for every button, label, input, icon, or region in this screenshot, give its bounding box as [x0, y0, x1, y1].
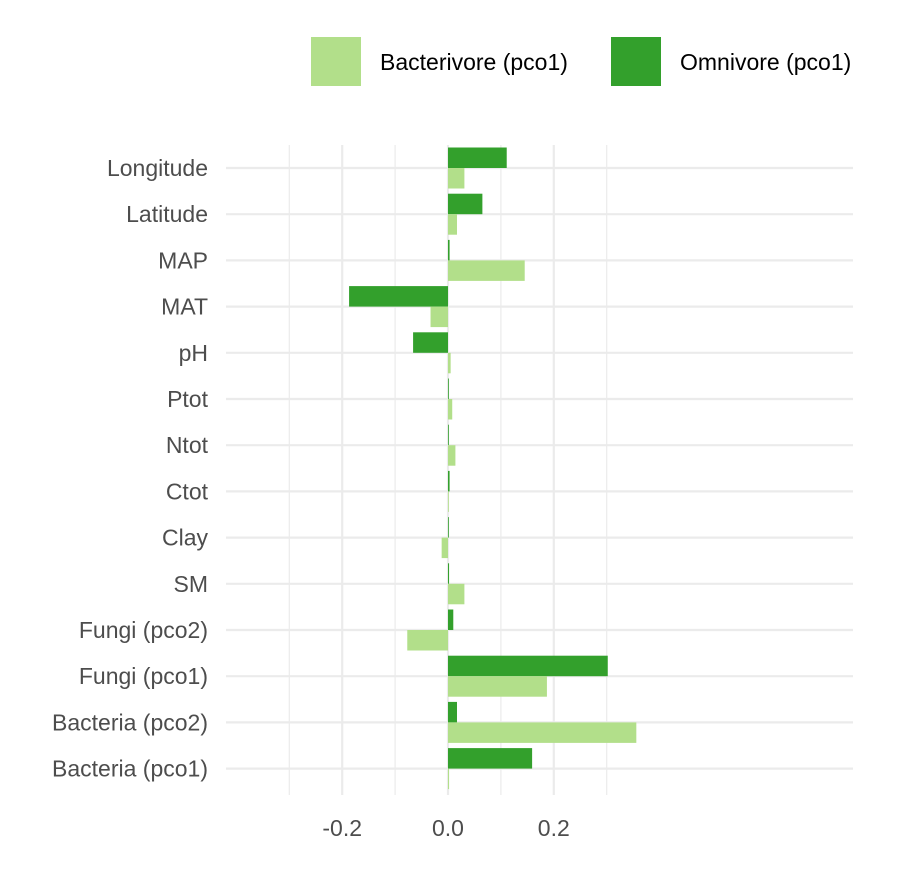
bar-bacterivore — [448, 214, 457, 235]
legend: Bacterivore (pco1) Omnivore (pco1) — [311, 37, 851, 86]
bar-omnivore — [448, 563, 450, 584]
y-tick-label: Bacteria (pco2) — [52, 709, 208, 735]
x-tick-label: -0.2 — [322, 815, 362, 841]
y-tick-label: Fungi (pco1) — [79, 663, 208, 689]
legend-label-omnivore: Omnivore (pco1) — [680, 49, 851, 75]
x-axis-labels: -0.2 0.0 0.2 — [322, 815, 569, 841]
y-axis-labels: Longitude Latitude MAP MAT pH Ptot Ntot Ctot Cla… — [52, 155, 209, 782]
bar-bacterivore — [430, 306, 448, 328]
legend-swatch-bacterivore — [311, 37, 361, 86]
grid — [226, 145, 853, 795]
y-tick-label: pH — [179, 340, 208, 366]
bar-omnivore — [448, 655, 608, 677]
bar-bacterivore — [448, 445, 456, 466]
bar-omnivore — [448, 424, 449, 446]
bar-omnivore — [448, 239, 450, 261]
bar-omnivore — [448, 193, 483, 215]
bar-bacterivore — [441, 537, 448, 559]
bar-omnivore — [448, 378, 449, 399]
bar-bacterivore — [448, 260, 525, 281]
bar-omnivore — [448, 609, 454, 630]
bar-bacterivore — [448, 583, 465, 605]
legend-label-bacterivore: Bacterivore (pco1) — [380, 49, 568, 75]
y-tick-label: Ctot — [166, 478, 209, 504]
y-tick-label: Latitude — [126, 201, 208, 227]
bar-omnivore — [448, 701, 457, 723]
bar-omnivore — [448, 147, 507, 168]
y-tick-label: Clay — [162, 525, 209, 551]
y-tick-label: MAP — [158, 247, 208, 273]
bar-bacterivore — [448, 168, 465, 189]
bar-bacterivore — [448, 491, 449, 512]
y-tick-label: Ntot — [166, 432, 209, 458]
bar-bacterivore — [448, 768, 450, 790]
bar-omnivore — [448, 517, 449, 538]
bars — [349, 147, 637, 790]
y-tick-label: SM — [174, 571, 209, 597]
x-tick-label: 0.0 — [432, 815, 464, 841]
y-tick-label: Longitude — [107, 155, 208, 181]
bar-omnivore — [448, 748, 533, 769]
bar-bacterivore — [407, 630, 448, 651]
legend-swatch-omnivore — [611, 37, 661, 86]
bar-bacterivore — [448, 676, 547, 697]
y-tick-label: MAT — [161, 294, 208, 320]
bar-bacterivore — [448, 352, 451, 374]
bar-omnivore — [448, 470, 450, 492]
bar-bacterivore — [448, 722, 637, 743]
bar-bacterivore — [448, 399, 453, 420]
bar-omnivore — [349, 286, 448, 307]
bar-omnivore — [413, 332, 448, 353]
x-tick-label: 0.2 — [538, 815, 570, 841]
y-tick-label: Ptot — [167, 386, 209, 412]
y-tick-label: Bacteria (pco1) — [52, 756, 208, 782]
y-tick-label: Fungi (pco2) — [79, 617, 208, 643]
